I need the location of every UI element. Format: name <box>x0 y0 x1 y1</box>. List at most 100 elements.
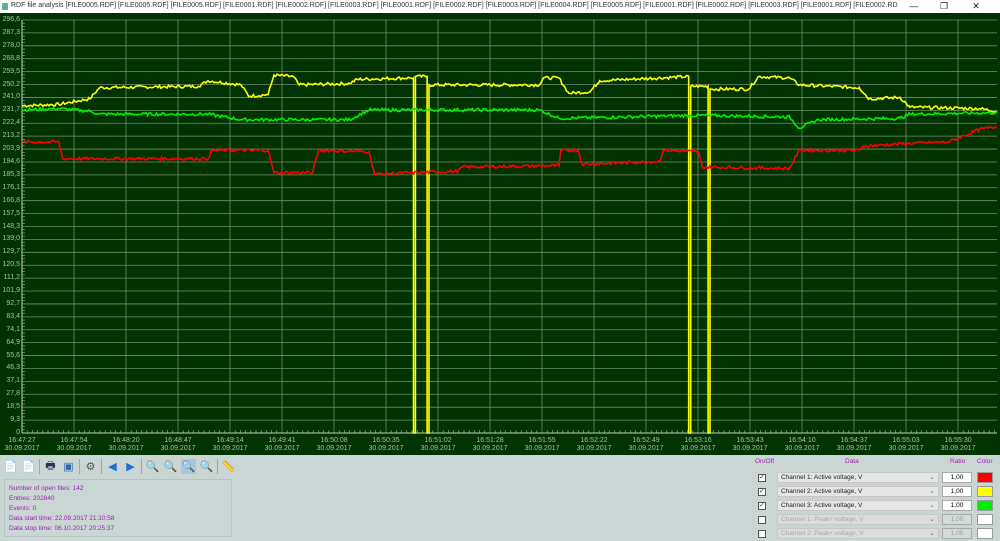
remove-file-button[interactable]: 📄 <box>21 459 36 474</box>
x-tick-label: 16:50:35 30.09.2017 <box>361 437 411 453</box>
x-tick-date: 30.09.2017 <box>836 445 872 452</box>
channel-ratio-input[interactable]: 1,00 <box>942 486 972 497</box>
add-file-icon: 📄 <box>3 461 18 473</box>
y-tick-label: 268,8 <box>2 54 20 62</box>
settings-gear-button[interactable]: ⚙ <box>83 459 98 474</box>
x-tick-label: 16:54:37 30.09.2017 <box>829 437 879 453</box>
channel-color-swatch[interactable] <box>977 500 993 511</box>
y-tick-label: 83,4 <box>6 312 20 320</box>
arrow-right-button[interactable]: ▶ <box>123 459 138 474</box>
file-info-panel: Number of open files: 142 Entries: 20284… <box>4 479 232 537</box>
minimize-button[interactable]: — <box>909 1 919 11</box>
channel-ratio-input[interactable]: 1,00 <box>942 528 972 539</box>
x-tick-label: 16:54:10 30.09.2017 <box>777 437 827 453</box>
x-tick-date: 30.09.2017 <box>160 445 196 452</box>
zoom-out-button[interactable]: 🔍 <box>163 459 178 474</box>
y-tick-label: 64,9 <box>6 338 20 346</box>
channel-color-swatch[interactable] <box>977 486 993 497</box>
zoom-in-button[interactable]: 🔍 <box>145 459 160 474</box>
channel-data-select[interactable]: Channel 2: Active voltage, V ⌄ <box>777 486 939 497</box>
chart-plot[interactable] <box>0 13 1000 455</box>
channel-data-select[interactable]: Channel 3: Active voltage, V ⌄ <box>777 500 939 511</box>
remove-file-icon: 📄 <box>21 461 36 473</box>
x-tick-label: 16:48:47 30.09.2017 <box>153 437 203 453</box>
x-tick-label: 16:51:28 30.09.2017 <box>465 437 515 453</box>
close-button[interactable]: ✕ <box>972 1 980 11</box>
channel-toggle-checkbox[interactable]: ✓ <box>758 474 766 482</box>
data-stop-time: Data stop time: 06.10.2017 20:25:37 <box>9 525 115 532</box>
channel-toggle-checkbox[interactable] <box>758 516 766 524</box>
y-tick-label: 111,2 <box>3 274 20 282</box>
channel-toggle-checkbox[interactable]: ✓ <box>758 502 766 510</box>
x-tick-label: 16:51:55 30.09.2017 <box>517 437 567 453</box>
channel-ratio-input[interactable]: 1,00 <box>942 500 972 511</box>
x-tick-label: 16:47:54 30.09.2017 <box>49 437 99 453</box>
add-file-button[interactable]: 📄 <box>3 459 18 474</box>
channel-toggle-checkbox[interactable]: ✓ <box>758 488 766 496</box>
channel-row: Channel 1: Peak+ voltage, V ⌄ 1,00 <box>755 514 1000 526</box>
channel-row: ✓ Channel 2: Active voltage, V ⌄ 1,00 <box>755 486 1000 498</box>
zoom-reset-icon: 🔍 <box>199 461 214 473</box>
ruler-button[interactable]: 📏 <box>221 459 236 474</box>
x-tick-date: 30.09.2017 <box>56 445 92 452</box>
x-tick-date: 30.09.2017 <box>732 445 768 452</box>
voltage-chart[interactable]: 296,6 287,3 278,0 268,8 259,5 250,2 241,0 231,7… <box>0 13 1000 455</box>
x-tick-time: 16:55:30 <box>944 437 972 444</box>
toolbar-separator <box>39 459 40 474</box>
channel-data-value: Channel 2: Peak+ voltage, V <box>781 530 864 537</box>
zoom-reset-button[interactable]: 🔍 <box>199 459 214 474</box>
zoom-in-icon: 🔍 <box>145 461 160 473</box>
header-data: Data <box>845 458 859 465</box>
y-tick-label: 176,1 <box>2 183 20 191</box>
channel-data-select[interactable]: Channel 1: Active voltage, V ⌄ <box>777 472 939 483</box>
x-tick-label: 16:55:03 30.09.2017 <box>881 437 931 453</box>
x-tick-time: 16:54:10 <box>788 437 816 444</box>
channel-data-select[interactable]: Channel 1: Peak+ voltage, V ⌄ <box>777 514 939 525</box>
channel-toggle-checkbox[interactable] <box>758 530 766 538</box>
x-tick-time: 16:52:22 <box>580 437 608 444</box>
channel-color-swatch[interactable] <box>977 514 993 525</box>
y-tick-label: 203,9 <box>2 145 20 153</box>
y-tick-label: 129,7 <box>2 248 20 256</box>
x-tick-date: 30.09.2017 <box>420 445 456 452</box>
x-tick-time: 16:55:03 <box>892 437 920 444</box>
y-tick-label: 120,5 <box>2 261 20 269</box>
header-ratio: Ratio <box>950 458 966 465</box>
x-tick-date: 30.09.2017 <box>4 445 40 452</box>
y-tick-label: 0 <box>16 429 20 436</box>
y-tick-label: 241,0 <box>2 93 20 101</box>
channel-color-swatch[interactable] <box>977 528 993 539</box>
x-tick-time: 16:53:43 <box>736 437 764 444</box>
x-tick-time: 16:54:37 <box>840 437 868 444</box>
y-tick-label: 250,2 <box>2 80 20 88</box>
y-tick-label: 148,3 <box>2 222 20 230</box>
x-tick-time: 16:48:20 <box>112 437 140 444</box>
y-tick-label: 92,7 <box>6 299 20 307</box>
print-button[interactable]: 🖶 <box>43 459 58 474</box>
x-tick-date: 30.09.2017 <box>212 445 248 452</box>
y-tick-label: 278,0 <box>2 41 20 49</box>
toolbar-separator <box>217 459 218 474</box>
channel-color-swatch[interactable] <box>977 472 993 483</box>
y-tick-label: 287,3 <box>2 28 20 36</box>
data-start-time: Data start time: 22.09.2017 21:10:58 <box>9 515 115 522</box>
channel-data-select[interactable]: Channel 2: Peak+ voltage, V ⌄ <box>777 528 939 539</box>
header-onoff: On/Off <box>755 458 775 465</box>
y-tick-label: 296,6 <box>2 16 20 23</box>
channel-ratio-input[interactable]: 1,00 <box>942 472 972 483</box>
export-image-button[interactable]: ▣ <box>61 459 76 474</box>
x-tick-time: 16:50:08 <box>320 437 348 444</box>
x-tick-label: 16:52:22 30.09.2017 <box>569 437 619 453</box>
events-count: Events: 0 <box>9 505 37 512</box>
maximize-button[interactable]: ❐ <box>939 1 949 11</box>
zoom-area-button[interactable]: 🔍 <box>181 459 196 474</box>
x-tick-label: 16:47:27 30.09.2017 <box>0 437 47 453</box>
arrow-left-button[interactable]: ◀ <box>105 459 120 474</box>
channel-ratio-input[interactable]: 1,00 <box>942 514 972 525</box>
x-tick-label: 16:53:16 30.09.2017 <box>673 437 723 453</box>
x-tick-date: 30.09.2017 <box>108 445 144 452</box>
y-tick-label: 194,6 <box>2 157 20 165</box>
y-tick-label: 27,8 <box>6 390 20 398</box>
header-color: Color <box>977 458 993 465</box>
x-tick-date: 30.09.2017 <box>472 445 508 452</box>
